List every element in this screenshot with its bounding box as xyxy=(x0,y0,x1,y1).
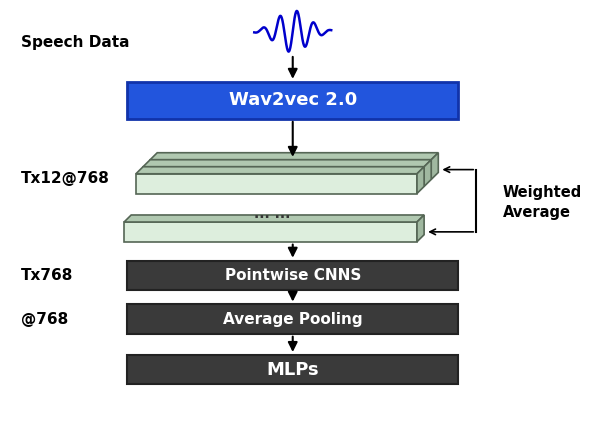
Polygon shape xyxy=(431,153,439,179)
FancyBboxPatch shape xyxy=(127,305,458,334)
Text: @768: @768 xyxy=(21,312,68,327)
Polygon shape xyxy=(143,160,431,167)
Polygon shape xyxy=(417,167,424,194)
Text: Speech Data: Speech Data xyxy=(21,35,129,50)
Text: Weighted
Average: Weighted Average xyxy=(503,185,582,220)
Polygon shape xyxy=(136,167,424,174)
FancyBboxPatch shape xyxy=(127,355,458,384)
Bar xyxy=(143,167,424,186)
Text: Tx12@768: Tx12@768 xyxy=(21,170,109,186)
Bar xyxy=(136,174,417,194)
Bar xyxy=(150,160,431,179)
FancyBboxPatch shape xyxy=(127,261,458,290)
Text: Pointwise CNNS: Pointwise CNNS xyxy=(225,268,361,283)
Polygon shape xyxy=(124,215,424,222)
Text: Average Pooling: Average Pooling xyxy=(223,312,362,327)
Text: Wav2vec 2.0: Wav2vec 2.0 xyxy=(228,91,357,109)
Text: MLPs: MLPs xyxy=(266,361,319,379)
Polygon shape xyxy=(150,153,439,160)
Polygon shape xyxy=(424,160,431,186)
Text: Tx768: Tx768 xyxy=(21,268,73,283)
Text: ... ...: ... ... xyxy=(254,207,290,221)
FancyBboxPatch shape xyxy=(127,82,458,119)
Bar xyxy=(124,222,417,242)
Polygon shape xyxy=(417,215,424,242)
